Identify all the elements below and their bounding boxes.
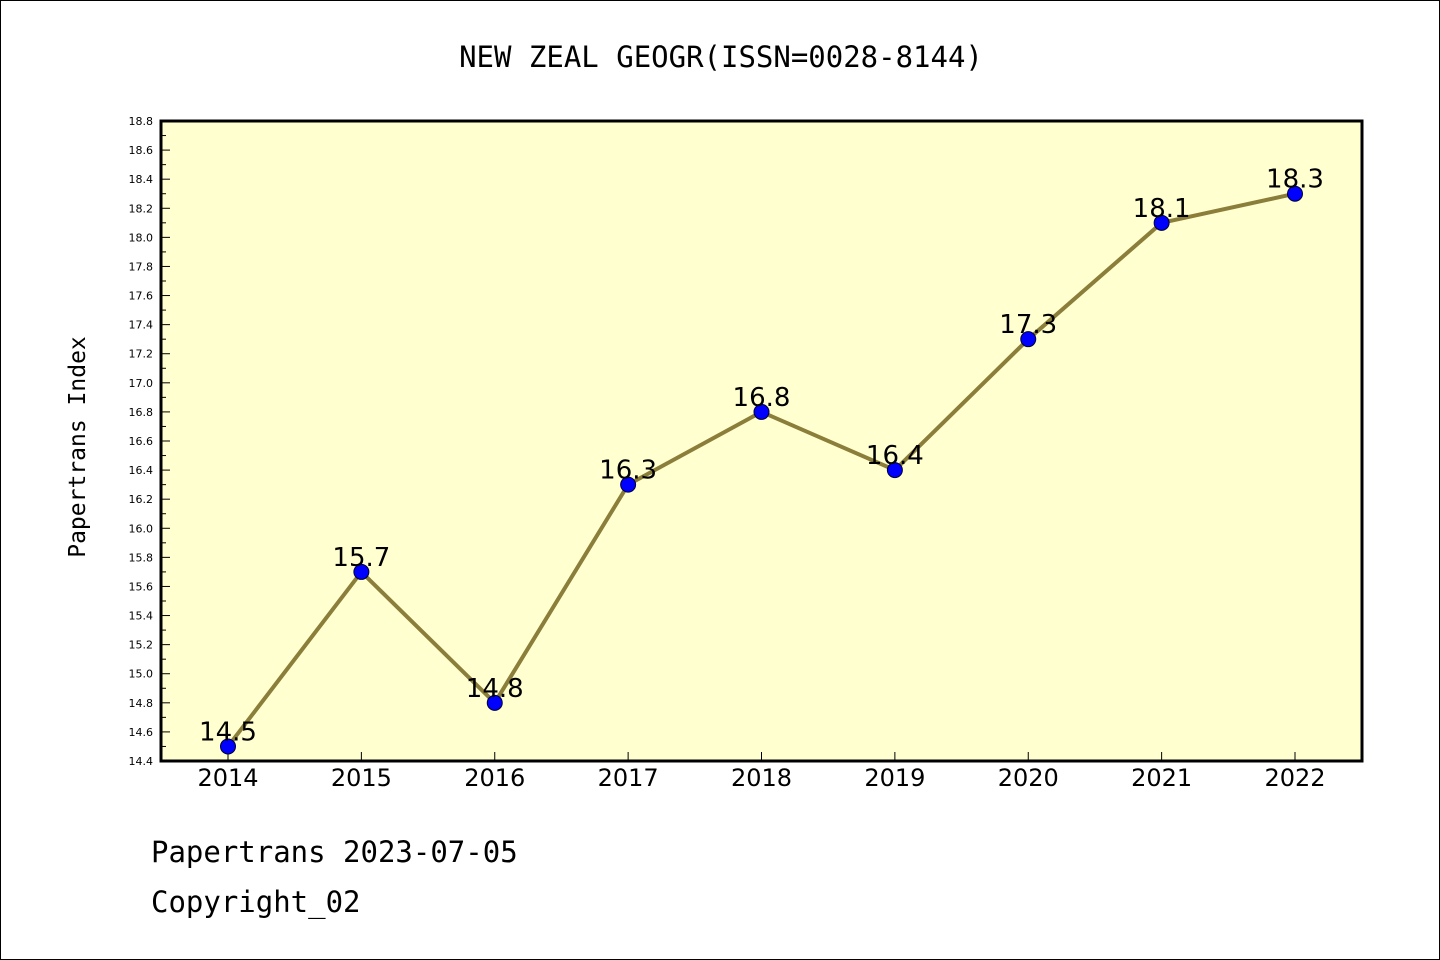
- data-label: 16.8: [733, 383, 791, 413]
- y-tick-label: 17.4: [129, 319, 154, 332]
- x-tick-label: 2014: [197, 764, 258, 792]
- data-point: [886, 462, 903, 479]
- data-point: [1153, 214, 1170, 231]
- x-tick-label: 2022: [1264, 764, 1325, 792]
- y-tick-label: 18.8: [129, 115, 154, 128]
- data-labels: 14.5 15.7 14.8 16.3 16.8 16.4 17.3 18.1 18.3: [199, 165, 1324, 748]
- data-label: 15.7: [332, 543, 390, 573]
- data-point: [353, 563, 370, 580]
- data-label: 18.3: [1266, 165, 1324, 195]
- y-tick-label: 17.6: [129, 290, 154, 303]
- data-label: 16.4: [866, 441, 924, 471]
- chart-title: NEW ZEAL GEOGR(ISSN=0028-8144): [459, 40, 983, 74]
- y-axis-ticks: 14.4 14.6 14.8 15.0 15.2 15.4 15.6 15.8 16.0 16.2…: [129, 115, 170, 768]
- footer-date: Papertrans 2023-07-05: [151, 835, 518, 869]
- data-point: [620, 476, 637, 493]
- y-tick-label: 15.8: [129, 551, 154, 564]
- y-tick-label: 16.0: [129, 522, 154, 535]
- y-tick-label: 18.2: [129, 202, 154, 215]
- data-label: 14.5: [199, 717, 257, 747]
- x-tick-label: 2016: [464, 764, 525, 792]
- y-tick-label: 18.0: [129, 231, 154, 244]
- data-label: 16.3: [599, 456, 657, 486]
- y-tick-label: 17.8: [129, 260, 154, 273]
- y-tick-label: 15.2: [129, 639, 154, 652]
- x-tick-label: 2018: [731, 764, 792, 792]
- y-tick-label: 18.4: [129, 173, 154, 186]
- data-point: [1020, 331, 1037, 348]
- x-tick-label: 2015: [331, 764, 392, 792]
- x-tick-label: 2017: [598, 764, 659, 792]
- data-label: 17.3: [999, 310, 1057, 340]
- y-tick-label: 14.8: [129, 697, 154, 710]
- y-tick-label: 16.8: [129, 406, 154, 419]
- footer-copyright: Copyright_02: [151, 885, 361, 919]
- data-point: [1287, 185, 1303, 202]
- x-tick-label: 2019: [864, 764, 925, 792]
- data-markers: [220, 185, 1303, 755]
- y-tick-label: 14.4: [129, 755, 154, 768]
- y-tick-label: 18.6: [129, 144, 154, 157]
- y-tick-label: 15.6: [129, 580, 154, 593]
- y-tick-label: 15.0: [129, 668, 154, 681]
- x-axis-ticks: 2014 2015 2016 2017 2018 2019 2020 2021 2022: [197, 752, 1326, 792]
- y-tick-label: 16.2: [129, 493, 154, 506]
- y-tick-label: 17.0: [129, 377, 154, 390]
- x-tick-label: 2020: [998, 764, 1059, 792]
- y-tick-label: 15.4: [129, 610, 154, 623]
- y-tick-label: 14.6: [129, 726, 154, 739]
- data-label: 18.1: [1133, 194, 1191, 224]
- data-point: [220, 738, 236, 755]
- y-axis-label: Papertrans Index: [65, 336, 91, 558]
- data-point: [486, 694, 503, 711]
- y-tick-label: 16.6: [129, 435, 154, 448]
- data-point: [753, 403, 770, 420]
- y-tick-label: 17.2: [129, 348, 154, 361]
- y-tick-label: 16.4: [129, 464, 154, 477]
- data-label: 14.8: [466, 674, 524, 704]
- x-tick-label: 2021: [1131, 764, 1192, 792]
